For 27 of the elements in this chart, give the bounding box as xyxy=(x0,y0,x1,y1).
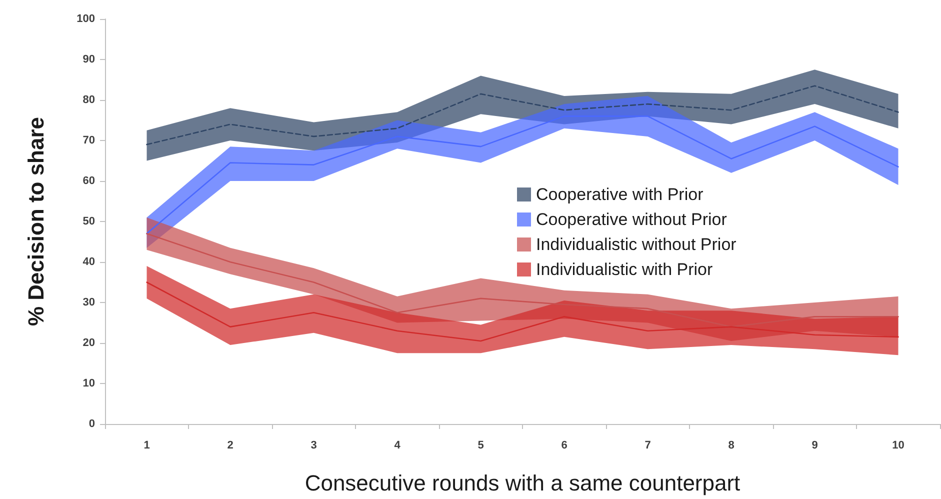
y-tick-label: 100 xyxy=(76,13,95,25)
x-tick-label: 9 xyxy=(812,440,818,452)
y-tick-label: 30 xyxy=(82,296,95,308)
x-tick-label: 5 xyxy=(478,440,484,452)
x-tick-label: 7 xyxy=(644,440,651,452)
legend-label: Cooperative with Prior xyxy=(536,185,704,204)
x-tick-label: 10 xyxy=(892,440,904,452)
x-tick-label: 4 xyxy=(394,440,402,452)
legend-label: Individualistic without Prior xyxy=(536,235,737,254)
y-tick-label: 90 xyxy=(82,54,95,66)
y-tick-label: 80 xyxy=(82,94,95,106)
y-tick-label: 60 xyxy=(82,175,95,187)
x-tick-label: 6 xyxy=(561,440,568,452)
x-tick-label: 3 xyxy=(310,440,317,452)
x-tick-label: 8 xyxy=(728,440,734,452)
x-axis-title: Consecutive rounds with a same counterpart xyxy=(304,470,740,496)
x-tick-label: 1 xyxy=(144,440,150,452)
y-tick-label: 70 xyxy=(82,134,95,146)
y-tick-label: 40 xyxy=(82,256,95,268)
y-axis-title: % Decision to share xyxy=(24,116,48,326)
y-tick-label: 10 xyxy=(82,378,95,390)
legend-label: Individualistic with Prior xyxy=(536,260,714,279)
x-tick-label: 2 xyxy=(227,440,234,452)
y-tick-label: 20 xyxy=(82,337,95,349)
y-tick-label: 50 xyxy=(82,216,95,228)
legend-label: Cooperative without Prior xyxy=(536,210,728,229)
y-tick-label: 0 xyxy=(88,418,95,430)
